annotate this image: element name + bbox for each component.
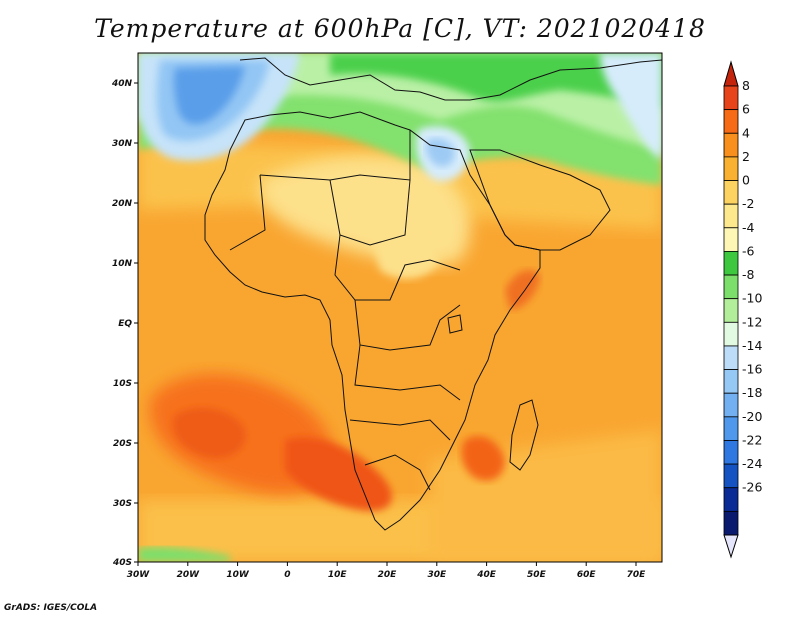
colorbar-swatch: [723, 321, 739, 347]
border-3: [229, 174, 266, 251]
lat-tick-label: 10S: [113, 379, 132, 389]
lon-tick-label: 20W: [177, 570, 201, 580]
coastlines: [204, 57, 662, 531]
colorbar-swatch: [723, 227, 739, 252]
colorbar-label: 4: [742, 125, 750, 140]
colorbar-swatch: [723, 85, 739, 111]
colorbar-label: -6: [742, 243, 755, 258]
colorbar-label: 2: [742, 149, 750, 164]
colorbar: 8 6 4 2 0 -2 -4 -6 -8 -10 -12 -14 -16 -18 -20 -22 -24 -26: [723, 60, 762, 559]
colorbar-swatch: [723, 345, 739, 370]
colorbar-swatch: [723, 298, 739, 323]
border-5: [354, 299, 461, 351]
colorbar-label: -2: [742, 196, 754, 211]
colorbar-swatch: [723, 510, 739, 536]
border-4: [334, 234, 461, 301]
lake-victoria: [447, 314, 463, 334]
colorbar-label: -14: [742, 338, 762, 353]
field-south-edge: [138, 547, 230, 562]
lat-tick-label: 20N: [112, 199, 133, 209]
colorbar-swatch: [723, 463, 739, 489]
lon-tick-label: 10E: [328, 570, 348, 580]
lat-tick-label: 20S: [113, 439, 132, 449]
colorbar-label: -4: [742, 220, 755, 235]
field-med-green: [330, 53, 662, 110]
colorbar-swatch: [723, 416, 739, 441]
border-8: [364, 454, 431, 491]
colorbar-label: -20: [742, 409, 762, 424]
arabia: [469, 149, 611, 251]
lon-tick-label: 70E: [627, 570, 647, 580]
lat-tick-label: 30N: [112, 139, 133, 149]
colorbar-label: 0: [742, 173, 750, 188]
colorbar-under-arrow: [723, 534, 739, 559]
africa-coast: [204, 111, 541, 531]
lon-tick-label: 30W: [127, 570, 151, 580]
colorbar-swatch: [723, 109, 739, 134]
colorbar-swatch: [723, 274, 739, 300]
colorbar-label: -10: [742, 291, 762, 306]
europe-coast: [239, 57, 662, 101]
colorbar-label: -24: [742, 456, 762, 471]
temperature-field: [138, 53, 662, 562]
colorbar-label: -8: [742, 267, 755, 282]
colorbar-label: 8: [742, 78, 750, 93]
colorbar-swatch: [723, 132, 739, 158]
colorbar-label: -26: [742, 480, 762, 495]
field-central-yellow: [370, 228, 440, 279]
lat-tick-label: 10N: [112, 259, 133, 269]
lon-tick-label: 60E: [577, 570, 597, 580]
colorbar-swatch: [723, 440, 739, 465]
colorbar-over-arrow: [723, 60, 739, 87]
colorbar-swatch: [723, 203, 739, 229]
lon-tick-label: 50E: [527, 570, 547, 580]
lon-tick-label: 0: [284, 570, 290, 580]
colorbar-swatch: [723, 251, 739, 276]
lon-tick-label: 40E: [476, 570, 497, 580]
colorbar-swatch: [723, 180, 739, 205]
lat-tick-label: 30S: [113, 499, 132, 509]
colorbar-label: -16: [742, 362, 762, 377]
chart-title: Temperature at 600hPa [C], VT: 202102041…: [94, 14, 706, 43]
lat-tick-label: 40N: [111, 79, 133, 89]
colorbar-swatch: [723, 392, 739, 418]
latitude-axis: 40N 30N 20N 10N EQ 10S 20S 30S 40S: [111, 79, 138, 568]
longitude-axis: 30W 20W 10W 0 10E 20E 30E 40E 50E 60E 70E: [127, 562, 646, 580]
credit-label: GrADS: IGES/COLA: [4, 603, 98, 613]
field-moz-warm: [461, 436, 505, 481]
colorbar-swatch: [723, 156, 739, 181]
colorbar-label: -18: [742, 385, 762, 400]
colorbar-label: -22: [742, 432, 762, 447]
field-cold-pool-core: [174, 66, 245, 125]
colorbar-label: -12: [742, 314, 762, 329]
lat-tick-label: EQ: [118, 319, 132, 329]
colorbar-label: 6: [742, 102, 750, 117]
colorbar-swatch: [723, 369, 739, 394]
colorbar-swatch: [723, 487, 739, 512]
border-6: [354, 344, 461, 401]
border-1: [259, 130, 411, 181]
border-7: [349, 419, 451, 441]
field-namibia-warm: [285, 437, 392, 511]
field-ne-cold: [600, 53, 662, 160]
lat-tick-label: 40S: [112, 558, 132, 568]
plot-frame: [137, 52, 663, 563]
lon-tick-label: 10W: [226, 570, 250, 580]
lon-tick-label: 20E: [378, 570, 398, 580]
field-sw-core: [172, 407, 246, 459]
madagascar: [509, 399, 539, 471]
border-2: [329, 179, 411, 246]
lon-tick-label: 30E: [427, 570, 447, 580]
